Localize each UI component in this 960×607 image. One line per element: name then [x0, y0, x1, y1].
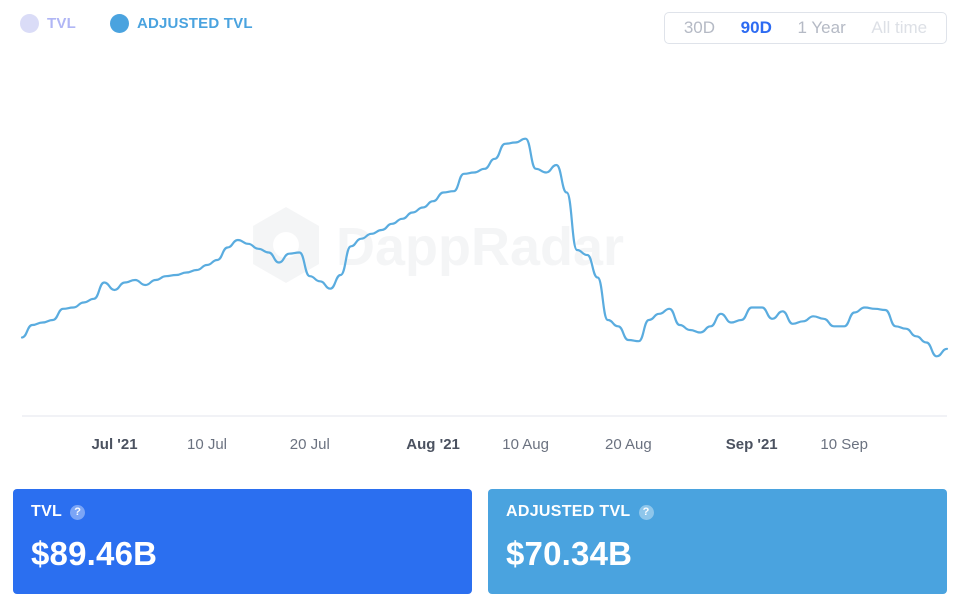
legend-label-tvl: TVL: [47, 15, 76, 32]
x-tick-label: Jul '21: [91, 436, 137, 453]
tvl-card: TVL ? $89.46B: [13, 489, 472, 594]
adjusted-tvl-value: $70.34B: [506, 535, 633, 572]
legend-dot-tvl: [20, 14, 39, 33]
time-range-selector: 30D 90D 1 Year All time: [664, 12, 947, 44]
help-icon[interactable]: ?: [70, 504, 86, 520]
tvl-value: $89.46B: [31, 535, 158, 572]
range-option-30d[interactable]: 30D: [683, 18, 716, 37]
x-tick-label: 10 Aug: [502, 436, 549, 453]
adjusted-tvl-card: ADJUSTED TVL ? $70.34B: [488, 489, 947, 594]
watermark-text: DappRadar: [336, 217, 624, 277]
tvl-line-chart: DappRadar Jul '21 10 Jul 20 Jul Aug '21 10 A…: [20, 137, 949, 453]
range-option-all-time[interactable]: All time: [871, 18, 928, 37]
legend-label-adjusted-tvl: ADJUSTED TVL: [136, 15, 253, 32]
tvl-card-title: TVL: [31, 503, 63, 520]
help-icon[interactable]: ?: [638, 504, 654, 520]
range-option-90d[interactable]: 90D: [740, 18, 772, 37]
range-option-1-year[interactable]: 1 Year: [797, 18, 846, 37]
x-tick-label: 10 Jul: [187, 436, 227, 453]
x-tick-label: 20 Jul: [290, 436, 330, 453]
x-tick-label: Aug '21: [406, 436, 460, 453]
dappradar-watermark: DappRadar: [253, 207, 624, 283]
series-line-adjusted-tvl: [20, 137, 949, 358]
x-tick-label: Sep '21: [726, 436, 778, 453]
legend-item-adjusted-tvl[interactable]: ADJUSTED TVL: [109, 14, 253, 33]
adjusted-tvl-card-title: ADJUSTED TVL: [506, 503, 631, 520]
x-tick-label: 10 Sep: [820, 436, 868, 453]
chart-legend: TVL ADJUSTED TVL: [20, 14, 287, 33]
dappradar-logo-icon: [253, 207, 319, 283]
legend-dot-adjusted-tvl: [109, 14, 129, 33]
legend-item-tvl[interactable]: TVL: [20, 14, 76, 33]
x-tick-label: 20 Aug: [605, 436, 652, 453]
